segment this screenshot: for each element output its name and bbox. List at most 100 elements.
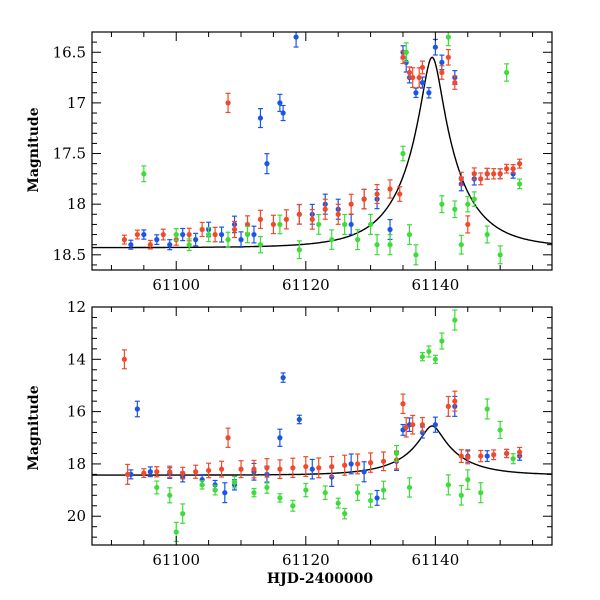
data-point [167,239,173,251]
data-point [277,493,283,503]
data-point [342,507,348,520]
bottom-panel-frame [91,306,553,546]
data-point [406,477,413,498]
data-point [465,450,471,465]
data-point [452,390,458,412]
data-point [141,468,147,479]
data-point [439,195,445,214]
data-point [491,168,497,180]
data-point [329,229,335,250]
data-point [419,416,426,433]
data-point [251,459,257,479]
data-point [264,153,270,175]
data-point [426,345,432,358]
y-tick-label: 12 [67,298,86,316]
data-point [238,231,244,248]
data-point [309,208,315,230]
data-point [154,480,160,495]
data-point [270,214,277,235]
data-point [290,499,296,512]
y-tick-label: 18 [67,455,86,473]
data-point [387,234,393,256]
data-point [432,354,438,364]
data-point [426,87,432,99]
data-point [257,209,264,230]
data-point [206,462,212,479]
data-point [251,488,257,498]
data-point [478,449,484,463]
data-point [199,480,205,490]
data-point [251,225,257,244]
data-point [173,228,179,241]
data-point [322,198,328,220]
data-point [439,332,445,350]
data-point [212,226,218,243]
data-point [419,76,426,89]
data-point [335,497,341,509]
data-point [400,393,406,415]
data-point [348,213,354,236]
data-point [517,446,523,458]
data-point [125,463,131,485]
series-green [141,32,523,266]
data-point [465,195,471,213]
data-point [504,163,510,174]
data-point [277,428,283,447]
data-point [303,456,309,477]
data-point [199,221,205,238]
y-tick-label: 18 [67,195,86,213]
x-tick-label: 61120 [282,551,330,569]
data-point [510,453,516,465]
data-point [244,225,251,244]
data-point [400,145,406,162]
data-point [141,165,147,183]
data-point [329,455,335,478]
data-point [504,448,510,459]
data-point [231,220,238,239]
data-point [517,178,523,190]
data-point [400,50,406,65]
data-point [374,489,380,506]
data-point [154,466,160,478]
data-point [458,449,464,464]
series-green [154,309,516,543]
data-point [180,503,186,524]
data-point [296,203,302,225]
data-point [452,75,458,90]
data-point [134,229,140,240]
data-point [218,226,225,243]
data-point [277,93,283,113]
data-point [497,420,503,440]
data-point [212,484,218,496]
data-point [452,309,458,331]
data-point [280,372,286,383]
data-point [316,457,322,479]
data-point [296,414,302,425]
data-point [134,400,140,418]
data-point [406,224,413,245]
data-point [458,485,464,506]
data-point [206,226,212,243]
data-point [309,458,315,480]
data-point [193,232,199,247]
data-point [355,484,361,502]
y-tick-label: 14 [67,350,86,368]
data-point [141,229,147,240]
data-point [280,104,286,122]
data-point [167,465,173,478]
y-tick-label: 16 [67,403,86,421]
x-tick-label: 61100 [152,276,200,294]
series-blue [128,32,516,251]
x-tick-label: 61140 [412,551,460,569]
data-point [478,172,484,186]
data-point [186,238,192,252]
data-point [380,480,387,500]
y-tick-label: 18.5 [53,246,86,264]
data-point [367,452,374,473]
data-point [452,200,458,219]
data-point [293,32,299,48]
data-point [257,235,264,254]
data-point [154,234,160,246]
top-panel: 61100 61120 61140 16.5 17 17.5 18 18.5 Magnitud… [26,31,553,294]
